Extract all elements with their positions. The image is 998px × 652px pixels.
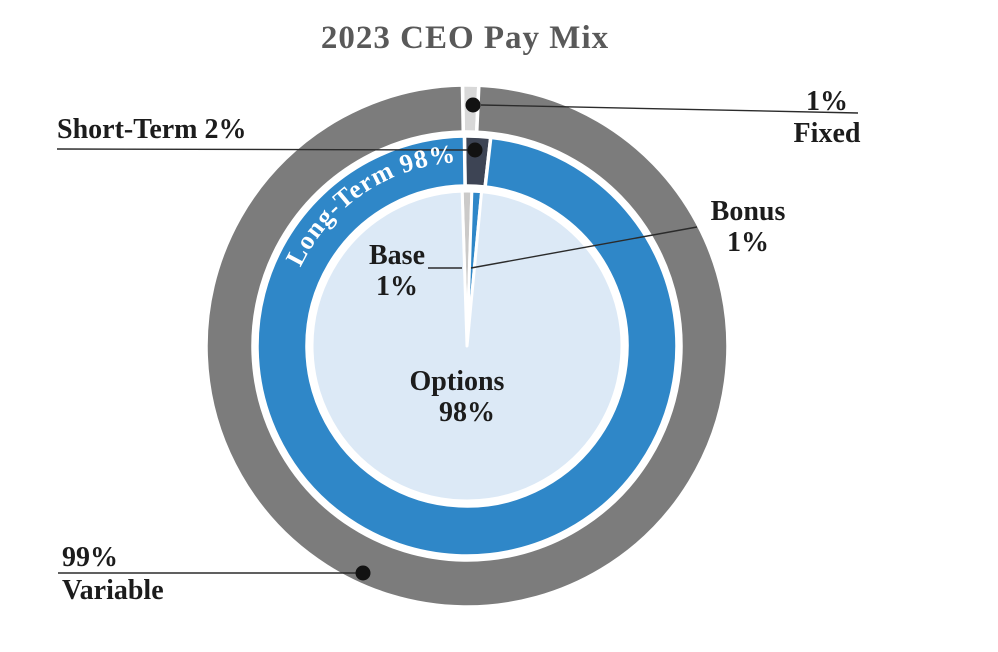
variable-word: Variable xyxy=(62,575,164,606)
slice-long-term xyxy=(255,134,679,558)
bonus-word: Bonus xyxy=(710,196,786,227)
variable-callout: 99% Variable xyxy=(62,541,164,607)
fixed-callout: 1% Fixed xyxy=(794,86,861,150)
bonus-callout: Bonus 1% xyxy=(711,196,786,258)
variable-percent: 99% xyxy=(62,542,118,573)
slice-options xyxy=(310,189,624,503)
leader-line xyxy=(56,148,469,151)
options-word: Options xyxy=(409,366,505,397)
base-callout: Base 1% xyxy=(369,240,425,302)
bonus-percent: 1% xyxy=(727,227,769,258)
callout-dot xyxy=(467,142,483,158)
callout-dot xyxy=(465,97,481,113)
short-term-callout-text: Short-Term 2% xyxy=(57,114,247,145)
base-word: Base xyxy=(369,240,425,271)
options-label: Options 98% xyxy=(410,366,505,428)
fixed-word: Fixed xyxy=(793,118,861,149)
base-percent: 1% xyxy=(376,271,418,302)
options-percent: 98% xyxy=(439,397,495,428)
donut-rings xyxy=(204,83,730,609)
slice-variable xyxy=(204,83,730,609)
callout-dot xyxy=(355,565,371,581)
chart-title: 2023 CEO Pay Mix xyxy=(320,20,610,56)
leader-line xyxy=(480,104,859,114)
leader-lines xyxy=(56,104,859,574)
callout-dots xyxy=(355,97,483,581)
short-term-callout: Short-Term 2% xyxy=(57,114,247,145)
leader-line xyxy=(470,226,698,269)
fixed-percent: 1% xyxy=(805,86,848,117)
